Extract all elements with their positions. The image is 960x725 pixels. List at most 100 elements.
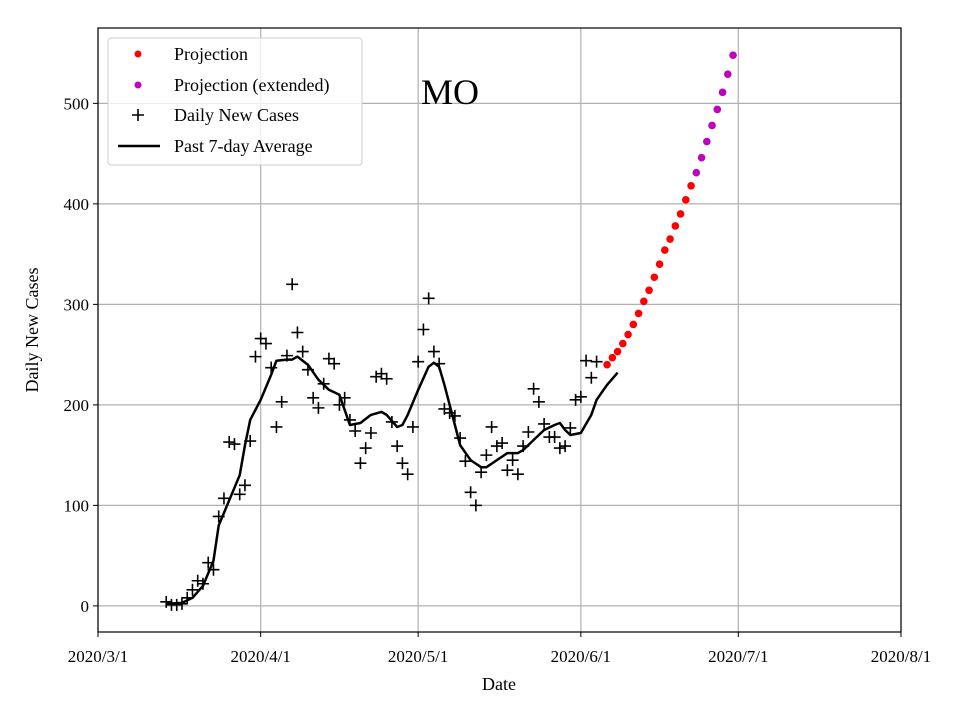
y-tick-label: 200	[64, 396, 90, 415]
daily-case-point	[475, 466, 488, 479]
daily-case-point	[590, 355, 603, 368]
daily-case-point	[207, 563, 220, 576]
daily-case-point	[527, 382, 540, 395]
daily-case-point	[175, 597, 188, 610]
daily-case-point	[422, 292, 435, 305]
daily-case-point	[212, 510, 225, 523]
daily-case-point	[307, 391, 320, 404]
daily-case-point	[301, 363, 314, 376]
daily-case-point	[170, 598, 183, 611]
daily-case-point	[265, 361, 278, 374]
projection-point	[603, 360, 611, 369]
projection-point	[640, 297, 648, 306]
projection-extended-point	[692, 168, 701, 177]
y-tick-label: 400	[64, 195, 90, 214]
daily-case-point	[443, 406, 456, 419]
daily-case-point	[254, 332, 267, 345]
daily-case-point	[427, 345, 440, 358]
daily-case-point	[270, 420, 283, 433]
x-axis-label: Date	[482, 674, 516, 694]
daily-case-point	[580, 354, 593, 367]
daily-case-point	[564, 421, 577, 434]
projection-extended-point	[718, 88, 727, 97]
daily-case-point	[480, 449, 493, 462]
daily-points-group	[160, 278, 603, 611]
daily-case-point	[464, 486, 477, 499]
daily-case-point	[412, 355, 425, 368]
projection-point	[661, 246, 669, 254]
daily-case-point	[280, 349, 293, 362]
daily-case-point	[328, 357, 341, 370]
daily-case-point	[396, 457, 409, 470]
y-axis: 0 100 200 300 400 500	[64, 94, 98, 616]
daily-case-point	[391, 440, 404, 453]
x-tick-label: 2020/6/1	[551, 647, 611, 666]
legend-projection-extended-marker	[134, 81, 142, 89]
daily-case-point	[585, 371, 598, 384]
daily-case-point	[401, 468, 414, 481]
daily-case-point	[322, 352, 335, 365]
daily-case-point	[469, 499, 482, 512]
daily-case-point	[522, 426, 535, 439]
legend-average-label: Past 7-day Average	[174, 136, 313, 156]
legend-projection-label: Projection	[174, 44, 248, 64]
legend-daily-label: Daily New Cases	[174, 105, 299, 125]
daily-case-point	[459, 455, 472, 468]
daily-case-point	[333, 398, 346, 411]
x-tick-label: 2020/8/1	[871, 647, 931, 666]
daily-case-point	[375, 367, 388, 380]
y-tick-label: 100	[64, 496, 90, 515]
projection-point	[666, 235, 674, 243]
y-axis-label: Daily New Cases	[22, 268, 42, 393]
projection-extended-point	[729, 51, 737, 59]
projection-point	[682, 196, 690, 204]
daily-case-point	[191, 574, 204, 587]
projection-point	[608, 353, 617, 362]
daily-case-point	[501, 464, 514, 477]
projection-point	[671, 222, 680, 230]
y-tick-label: 0	[81, 597, 90, 616]
legend-projection-marker	[134, 50, 142, 58]
daily-case-point	[538, 417, 551, 430]
projection-point	[629, 320, 638, 329]
daily-case-point	[354, 457, 367, 470]
projection-point	[650, 273, 659, 282]
daily-case-point	[406, 420, 419, 433]
daily-case-point	[233, 488, 246, 501]
legend-daily-marker	[132, 109, 144, 121]
x-axis: 2020/3/1 2020/4/1 2020/5/1 2020/6/1 2020/7/1…	[68, 632, 931, 666]
daily-case-point	[559, 440, 572, 453]
daily-case-point	[517, 440, 530, 453]
daily-case-point	[291, 326, 304, 339]
daily-case-point	[454, 432, 467, 445]
daily-case-point	[249, 350, 262, 363]
daily-case-point	[228, 438, 241, 451]
projection-extended-point	[697, 153, 706, 162]
daily-case-point	[496, 437, 509, 450]
daily-case-point	[433, 357, 446, 370]
daily-case-point	[202, 556, 215, 569]
y-tick-label: 300	[64, 295, 90, 314]
daily-case-point	[349, 425, 362, 438]
daily-case-point	[223, 436, 236, 449]
projection-extended-point	[724, 70, 732, 79]
projection-extended-point	[708, 121, 716, 130]
legend-projection-extended-label: Projection (extended)	[174, 75, 329, 96]
daily-case-point	[370, 370, 383, 383]
daily-case-point	[259, 337, 272, 350]
x-tick-label: 2020/7/1	[708, 647, 768, 666]
projection-extended-point	[703, 137, 711, 146]
daily-case-point	[286, 278, 299, 291]
daily-case-point	[317, 377, 330, 390]
projection-point	[613, 347, 622, 356]
daily-case-point	[569, 393, 582, 406]
projection-points-group	[603, 51, 737, 369]
average-line	[166, 355, 619, 606]
daily-case-point	[380, 372, 393, 385]
projection-point	[634, 309, 643, 318]
daily-case-point	[275, 395, 288, 408]
legend: Projection Projection (extended) Daily N…	[107, 37, 363, 166]
projection-point	[676, 210, 685, 218]
legend-box	[107, 37, 363, 166]
